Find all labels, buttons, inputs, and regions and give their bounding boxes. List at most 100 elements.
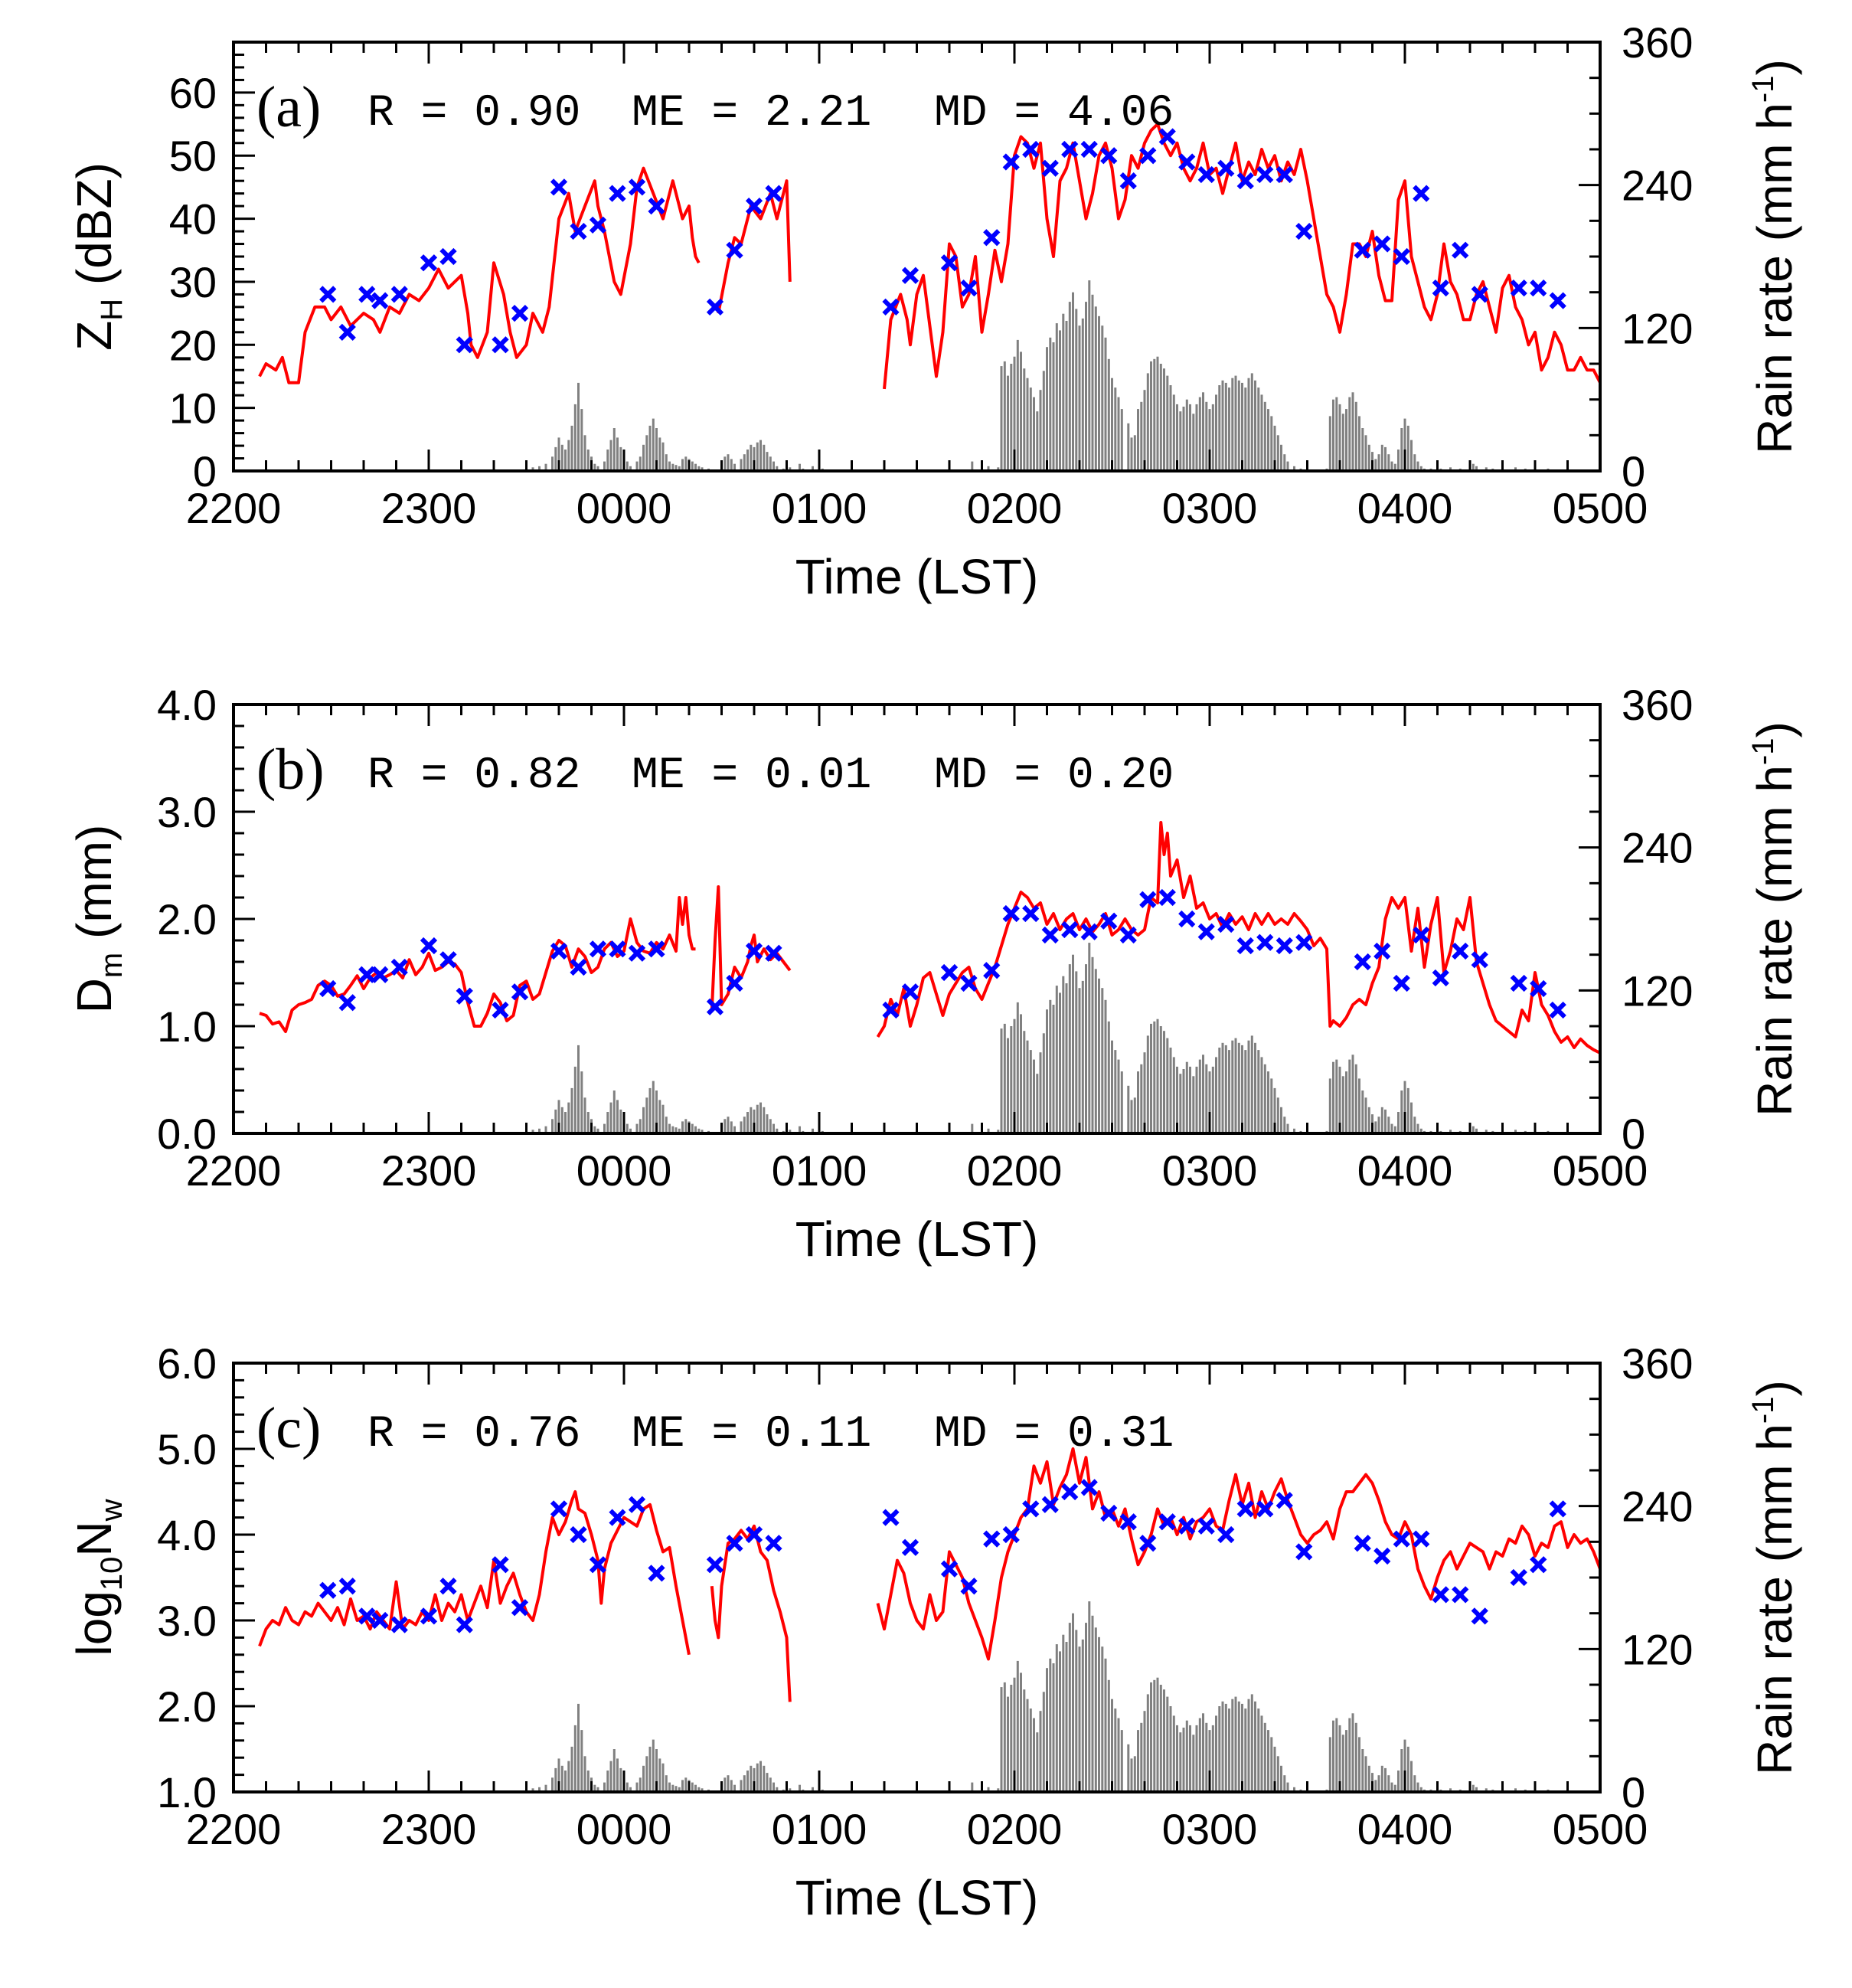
rain-rate-bar xyxy=(573,404,577,471)
rain-rate-bar xyxy=(538,1128,541,1133)
rain-rate-bar xyxy=(1101,988,1104,1133)
disdrometer-marker xyxy=(511,1599,529,1617)
rain-rate-bar xyxy=(1039,390,1042,471)
rain-rate-bar xyxy=(560,1107,563,1133)
panel-b: 2200 2300 0000 0100 0200 0300 0400 0500 0.0 1.0 2.… xyxy=(67,681,1802,1267)
disdrometer-marker xyxy=(901,266,919,284)
rain-rate-bar xyxy=(1406,425,1409,471)
rain-rate-bar xyxy=(1072,292,1074,471)
rain-rate-bar xyxy=(1384,1109,1387,1133)
rain-rate-bar xyxy=(763,444,766,471)
rain-rate-bar xyxy=(743,1775,746,1792)
rain-rate-bar xyxy=(612,428,616,471)
rain-rate-bar xyxy=(1367,444,1370,471)
rain-rate-bar xyxy=(1254,1042,1256,1133)
y-tick-label: 3.0 xyxy=(157,788,217,836)
disdrometer-marker xyxy=(1002,904,1020,923)
rain-rate-bar xyxy=(1169,1706,1172,1792)
rain-rate-bar xyxy=(1351,1054,1354,1133)
rain-rate-bar xyxy=(678,1787,681,1792)
rain-rate-bar xyxy=(1169,1048,1172,1133)
y-axis-title-tail: (mm) xyxy=(67,825,122,953)
rain-rate-bar xyxy=(1062,976,1065,1133)
rain-rate-bar xyxy=(1023,1031,1026,1133)
disdrometer-marker xyxy=(1354,241,1371,259)
x-axis-title: Time (LST) xyxy=(795,549,1039,604)
disdrometer-marker xyxy=(1295,1543,1313,1561)
rain-rate-bar xyxy=(1228,387,1230,471)
rain-rate-bar xyxy=(1341,1076,1344,1133)
rain-rate-bar xyxy=(1111,1699,1113,1792)
disdrometer-marker xyxy=(1197,923,1215,940)
rain-rate-bar xyxy=(1348,397,1351,471)
rain-rate-bar xyxy=(1169,385,1172,471)
rain-rate-bar xyxy=(1286,1123,1289,1133)
rain-rate-bar xyxy=(987,466,990,471)
disdrometer-marker xyxy=(1471,286,1488,303)
rain-rate-bar xyxy=(1345,1730,1347,1792)
rain-rate-bar xyxy=(1192,414,1195,471)
y2-axis-title-end: ) xyxy=(1747,1380,1802,1396)
rain-rate-bar xyxy=(560,444,563,471)
rain-rate-bar xyxy=(593,1784,596,1792)
disdrometer-marker xyxy=(648,1565,665,1582)
rain-rate-bar xyxy=(1377,454,1380,471)
rain-rate-bar xyxy=(625,1782,629,1792)
rain-rate-bar xyxy=(789,1130,792,1133)
rain-rate-bar xyxy=(1042,1033,1045,1133)
rain-rate-bars xyxy=(531,1601,1550,1792)
rain-rate-bar xyxy=(799,1126,801,1133)
disdrometer-marker xyxy=(1256,934,1274,951)
rain-rate-bar xyxy=(1185,399,1188,471)
rain-rate-bar xyxy=(1208,1730,1211,1792)
rain-rate-bar xyxy=(1335,397,1338,471)
rain-rate-bar xyxy=(1091,294,1094,471)
rain-rate-bar xyxy=(1153,1021,1156,1133)
rain-rate-bar xyxy=(750,1107,753,1133)
disdrometer-marker xyxy=(1236,1500,1254,1518)
rain-rate-bar xyxy=(1163,1689,1165,1792)
x-tick-label: 0100 xyxy=(772,1805,867,1853)
disdrometer-marker xyxy=(706,998,724,1015)
disdrometer-marker xyxy=(765,185,782,202)
rain-rate-bar xyxy=(1198,1718,1201,1792)
rain-rate-bar xyxy=(746,450,749,471)
rain-rate-bar xyxy=(1104,1658,1107,1792)
y-axis-title: log10Nw xyxy=(67,1499,129,1656)
disdrometer-marker xyxy=(1139,147,1157,165)
rain-rate-bar xyxy=(1410,1761,1413,1792)
rain-rate-bar xyxy=(671,1784,674,1792)
rain-rate-bar xyxy=(997,467,1000,471)
rain-rate-bar xyxy=(733,463,736,471)
rain-rate-bar xyxy=(1332,399,1334,471)
rain-rate-bar xyxy=(1068,964,1071,1133)
rain-rate-bar xyxy=(753,446,756,471)
rain-rate-bar xyxy=(570,1087,573,1133)
rain-rate-bar xyxy=(1133,1097,1136,1133)
rain-rate-bar xyxy=(1358,1078,1360,1133)
rain-rate-bar xyxy=(1348,1059,1351,1133)
disdrometer-marker xyxy=(338,994,356,1012)
rain-rate-bar xyxy=(1475,1787,1478,1792)
rain-rate-bar xyxy=(551,456,554,471)
rain-rate-bar xyxy=(684,1119,688,1133)
rain-rate-bar xyxy=(1010,1026,1013,1133)
disdrometer-marker xyxy=(570,222,587,240)
disdrometer-marker xyxy=(628,1496,646,1513)
rain-rate-bar xyxy=(1020,1672,1022,1792)
rain-rate-bar xyxy=(642,1765,645,1792)
rain-rate-bar xyxy=(691,1123,694,1133)
rain-rate-bar xyxy=(1393,463,1396,471)
y-tick-label: 3.0 xyxy=(157,1597,217,1645)
rain-rate-bar xyxy=(1335,1718,1338,1792)
x-tick-label: 2200 xyxy=(186,484,282,532)
rain-rate-bar xyxy=(557,1100,560,1133)
rain-rate-bar xyxy=(1221,1701,1224,1792)
rain-rate-bar xyxy=(1189,1066,1191,1133)
x-tick-label: 0200 xyxy=(967,1805,1063,1853)
rain-rate-bar xyxy=(593,463,596,471)
rain-rate-bar xyxy=(1374,1780,1377,1792)
disdrometer-marker xyxy=(390,958,408,976)
rain-rate-bar xyxy=(645,1097,648,1133)
